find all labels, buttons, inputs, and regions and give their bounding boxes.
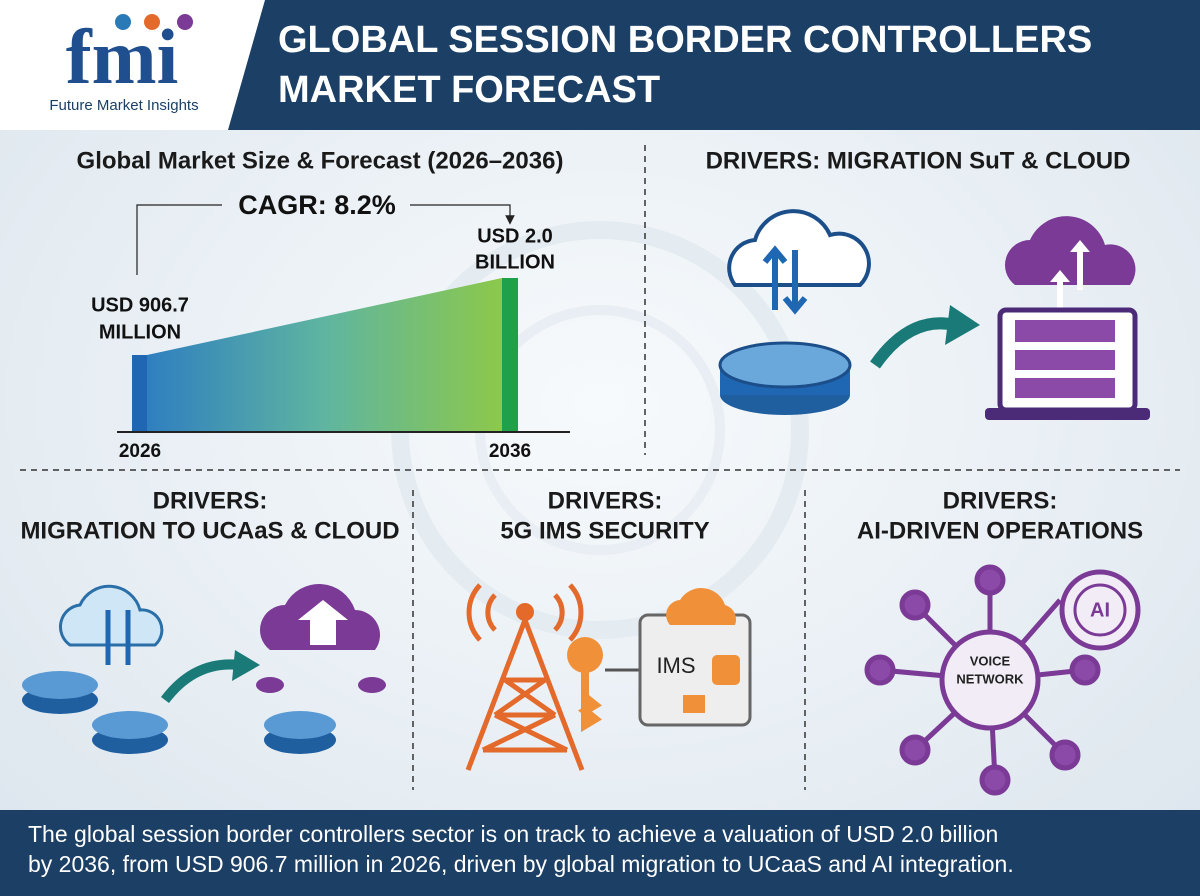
panel-icons-part [92,711,168,739]
panel-icons-part [864,654,896,686]
panel-heading: AI-DRIVEN OPERATIONS [857,517,1143,544]
panel-icons-part [1057,250,1083,310]
logo-text: fmi [66,13,179,100]
panel-icons-part [939,629,1041,731]
header-part [115,14,131,30]
panel-icons-part [979,764,1011,796]
forecast-graphic [117,204,570,433]
dividers [20,145,1180,790]
ai-badge-label: AI [1090,599,1110,621]
panel-icons-part [1059,569,1141,651]
main-title: MARKET FORECAST [278,69,660,111]
main-title: GLOBAL SESSION BORDER CONTROLLERS [278,19,1092,61]
forecast-graphic-part [136,204,510,275]
start-value: USD 906.7 [91,294,189,316]
panel-icons-part [727,209,871,287]
header-part [0,0,265,130]
ims-label: IMS [656,653,695,678]
forecast-title: Global Market Size & Forecast (2026–2036… [77,147,564,174]
panel-icons-part [59,584,164,647]
forecast-graphic-part [132,355,147,432]
panel-icons-part [264,711,336,739]
panel-icons [465,583,752,771]
panel-heading: DRIVERS: [548,487,663,514]
panel-icons-part [712,655,740,685]
panel-icons-part [945,305,980,345]
cagr-label: CAGR: 8.2% [238,190,396,220]
panel-icons [718,209,1150,420]
panel-heading: DRIVERS: MIGRATION SuT & CLOUD [706,147,1131,174]
panel-icons-part [256,677,284,693]
panel-heading: 5G IMS SECURITY [500,517,709,544]
header-part [177,14,193,30]
start-value: MILLION [99,321,181,343]
panel-icons-part [516,603,534,621]
panel-icons [864,564,1141,796]
panel-icons-part [232,650,260,681]
panel-icons-part [161,659,241,704]
panel-icons [22,584,386,754]
logo-subtitle: Future Market Insights [49,97,198,114]
header-part [144,14,160,30]
end-value: BILLION [475,251,555,273]
panel-icons-part [22,671,98,699]
hub-label: VOICE [970,653,1011,668]
panel-icons-part [358,677,386,693]
panel-icons-part [974,564,1006,596]
end-year: 2036 [489,441,531,462]
panel-icons-part [1015,350,1115,370]
panel-icons-part [105,610,131,665]
end-value: USD 2.0 [477,225,553,247]
panel-icons-part [985,408,1150,420]
panel-icons-part [1050,240,1090,282]
panel-icons-part [1073,583,1127,637]
panel-icons-part [683,695,705,713]
footer-text: The global session border controllers se… [28,821,998,847]
panel-icons-part [870,317,957,369]
footer-text: by 2036, from USD 906.7 million in 2026,… [28,851,1014,877]
panel-icons-part [718,341,852,389]
footer-band [0,810,1200,896]
panel-icons-part [298,600,348,645]
panel-icons-part [1015,378,1115,398]
panel-icons-part [899,589,931,621]
panel-icons-part [666,588,737,625]
start-year: 2026 [119,441,161,462]
panel-icons-part [899,734,931,766]
forecast-graphic-part [147,278,502,432]
panel-heading: DRIVERS: [943,487,1058,514]
panel-icons-part [1015,320,1115,342]
panel-heading: MIGRATION TO UCAaS & CLOUD [20,517,399,544]
panel-icons-part [1069,654,1101,686]
hub-label: NETWORK [956,671,1024,686]
panel-icons-part [1049,739,1081,771]
panel-icons-part [762,245,808,315]
panel-icons-part [567,637,603,673]
panel-icons-part [466,583,584,642]
panel-icons-part [465,619,585,771]
forecast-graphic-part [502,278,518,432]
panel-heading: DRIVERS: [153,487,268,514]
panel-icons-part [578,670,602,733]
header [0,0,1200,130]
panel-icons-part [1005,216,1136,285]
